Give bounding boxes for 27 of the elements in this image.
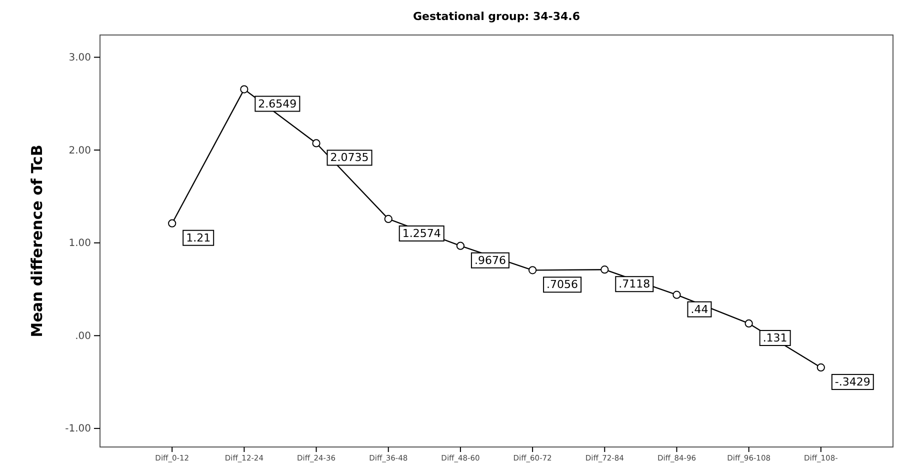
data-label: .9676 bbox=[474, 254, 506, 267]
data-label: 1.2574 bbox=[402, 226, 441, 240]
y-tick-label: -1.00 bbox=[65, 424, 91, 435]
data-label: .7118 bbox=[618, 278, 650, 291]
point bbox=[168, 219, 176, 228]
y-axis-title: Mean difference of TcB bbox=[28, 144, 46, 338]
data-label: 2.6549 bbox=[258, 97, 297, 110]
y-tick-label: 3.00 bbox=[68, 52, 91, 64]
y-tick-label: .00 bbox=[75, 330, 91, 342]
chart-title: Gestational group: 34-34.6 bbox=[413, 10, 580, 23]
y-tick-label: 2.00 bbox=[68, 145, 91, 156]
y-tick-label: 1.00 bbox=[68, 238, 91, 250]
data-label: 1.21 bbox=[186, 231, 211, 244]
point bbox=[600, 266, 609, 274]
data-label: -.3429 bbox=[834, 375, 870, 388]
point bbox=[456, 242, 465, 250]
point bbox=[816, 363, 825, 372]
data-label: .7056 bbox=[546, 278, 578, 292]
point bbox=[312, 139, 320, 148]
point bbox=[744, 319, 753, 328]
point bbox=[384, 214, 392, 224]
data-label: .131 bbox=[762, 331, 788, 344]
point bbox=[672, 290, 681, 299]
point bbox=[528, 266, 537, 274]
point bbox=[240, 85, 248, 94]
data-label: .44 bbox=[690, 302, 708, 316]
data-label: 2.0735 bbox=[330, 151, 369, 164]
